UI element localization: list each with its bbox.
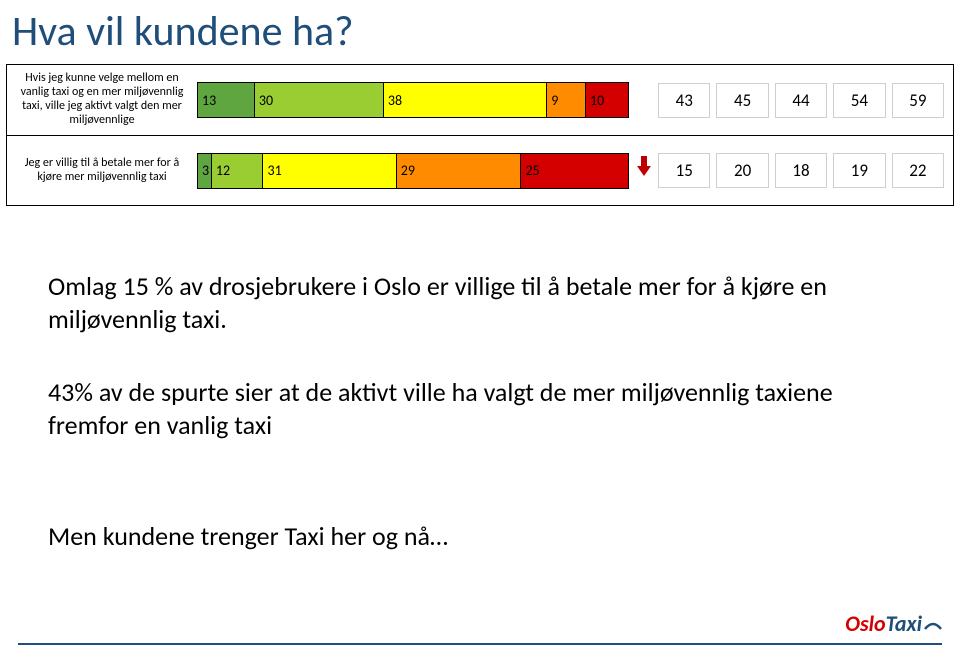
row-label: Jeg er villig til å betale mer for å kjø… — [7, 153, 197, 189]
summary-numbers: 43 45 44 54 59 — [655, 79, 947, 121]
summary-cell: 44 — [775, 83, 827, 118]
logo-text-taxi: Taxi — [886, 610, 922, 637]
arrow-down-icon — [637, 156, 651, 176]
summary-cell: 22 — [892, 153, 944, 188]
summary-cell: 18 — [775, 153, 827, 188]
summary-numbers: 15 20 18 19 22 — [655, 150, 947, 192]
stacked-bar: 3 12 31 29 25 — [197, 153, 629, 189]
bar-segment: 38 — [383, 83, 546, 117]
bar-segment: 3 — [198, 154, 211, 188]
logo-text-oslo: Oslo — [845, 610, 885, 637]
oslotaxi-logo: OsloTaxi — [845, 610, 942, 637]
summary-cell: 59 — [892, 83, 944, 118]
slide-root: Hva vil kundene ha? Hvis jeg kunne velge… — [0, 0, 960, 671]
summary-cell: 45 — [716, 83, 768, 118]
logo-swoosh-icon — [924, 617, 942, 631]
chart-row: Jeg er villig til å betale mer for å kjø… — [7, 135, 953, 205]
row-label: Hvis jeg kunne velge mellom en vanlig ta… — [7, 68, 197, 131]
stacked-bar: 13 30 38 9 10 — [197, 82, 629, 118]
page-title: Hva vil kundene ha? — [12, 6, 354, 57]
bar-segment: 13 — [198, 83, 254, 117]
bar-segment: 12 — [211, 154, 263, 188]
bar-segment: 9 — [546, 83, 585, 117]
bar-segment: 31 — [262, 154, 395, 188]
chart-row: Hvis jeg kunne velge mellom en vanlig ta… — [7, 65, 953, 135]
paragraph: Omlag 15 % av drosjebrukere i Oslo er vi… — [48, 270, 900, 335]
bar-segment: 29 — [396, 154, 521, 188]
bar-segment: 10 — [585, 83, 628, 117]
footer-rule — [18, 643, 942, 645]
bar-segment: 30 — [254, 83, 383, 117]
summary-cell: 19 — [833, 153, 885, 188]
paragraph: 43% av de spurte sier at de aktivt ville… — [48, 376, 900, 441]
bar-segment: 25 — [520, 154, 628, 188]
paragraph: Men kundene trenger Taxi her og nå… — [48, 520, 900, 553]
summary-cell: 15 — [658, 153, 710, 188]
summary-cell: 43 — [658, 83, 710, 118]
summary-cell: 54 — [833, 83, 885, 118]
stacked-bar-chart: Hvis jeg kunne velge mellom en vanlig ta… — [6, 64, 954, 206]
summary-cell: 20 — [716, 153, 768, 188]
